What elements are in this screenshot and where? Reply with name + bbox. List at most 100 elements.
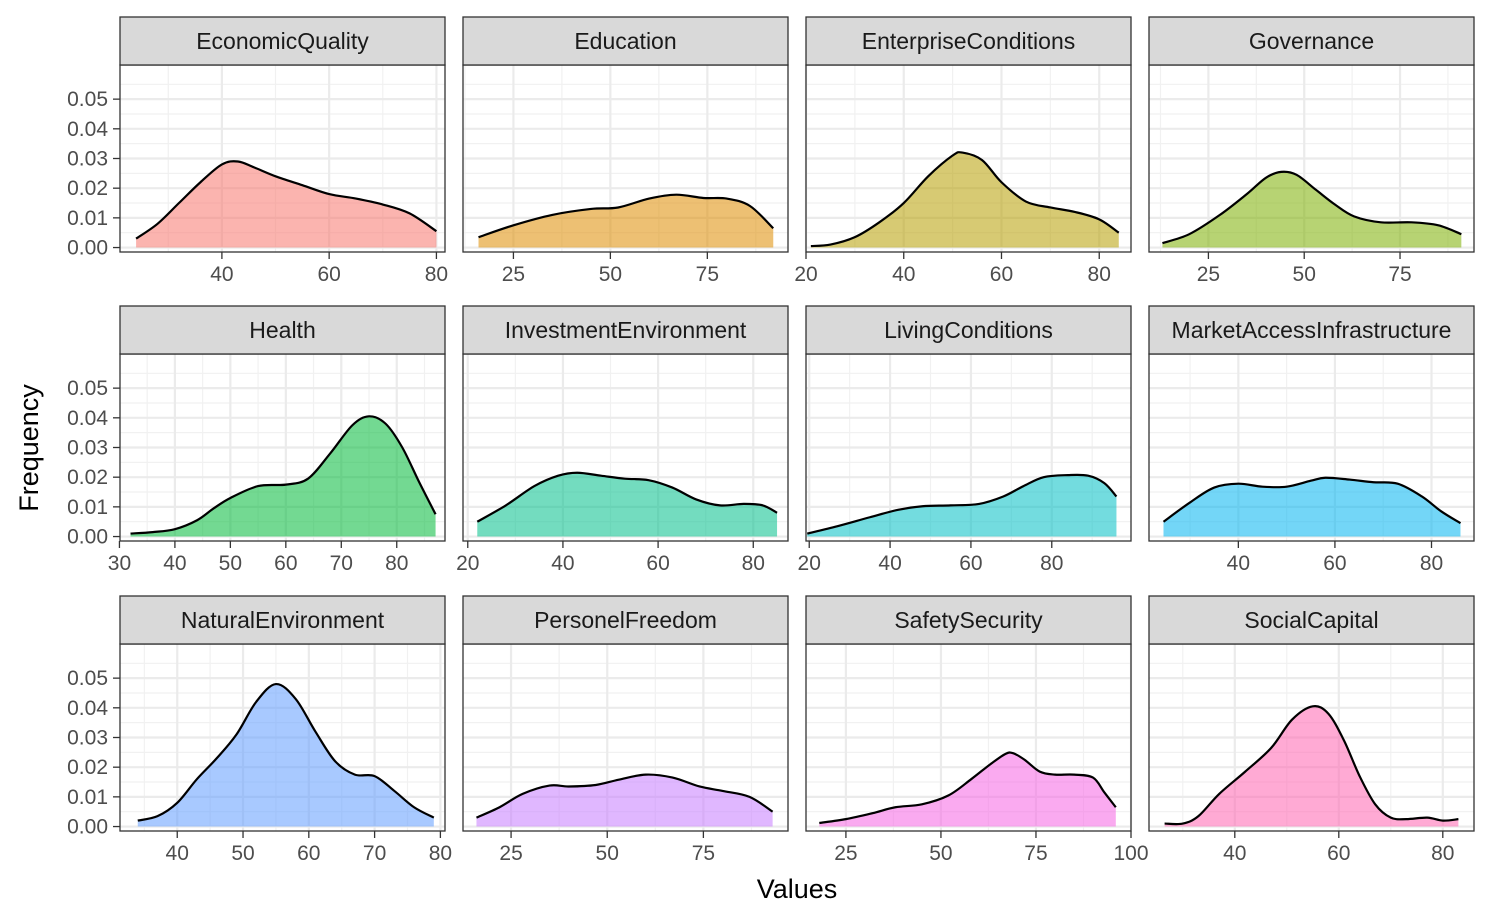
density-line: [137, 682, 435, 822]
density-area: [136, 161, 437, 248]
density-area: [478, 194, 774, 248]
x-tick-label: 20: [456, 552, 479, 575]
density-area: [130, 416, 436, 537]
panel-Governance: Governance 25 50 75: [1148, 16, 1475, 286]
x-tick-label: 80: [1420, 552, 1443, 575]
x-tick-label: 25: [834, 842, 857, 865]
y-tick-label: 0.00: [67, 237, 108, 260]
density-area: [477, 472, 778, 537]
panel-EconomicQuality: EconomicQuality 40 60 80 0.00 0.01 0.02 0.03 0.0…: [67, 16, 448, 286]
strip-label: SafetySecurity: [894, 607, 1043, 633]
x-tick-label: 80: [1431, 842, 1454, 865]
x-tick-label: 20: [794, 263, 817, 286]
density-area: [1163, 477, 1461, 537]
x-tick-label: 100: [1113, 842, 1148, 865]
density-area: [137, 684, 434, 827]
panel-PersonelFreedom: PersonelFreedom 25 50 75: [462, 595, 789, 865]
strip-label: Governance: [1249, 28, 1374, 54]
x-tick-label: 60: [317, 263, 340, 286]
y-tick-label: 0.02: [67, 756, 108, 779]
x-tick-label: 25: [502, 263, 525, 286]
strip-background: [805, 595, 1132, 645]
x-tick-label: 40: [1227, 552, 1250, 575]
x-tick-label: 70: [330, 552, 353, 575]
y-tick-label: 0.04: [67, 697, 108, 720]
y-tick-label: 0.05: [67, 667, 108, 690]
strip-background: [805, 16, 1132, 66]
y-tick-label: 0.01: [67, 786, 108, 809]
x-tick-label: 80: [425, 263, 448, 286]
x-tick-label: 60: [297, 842, 320, 865]
y-tick-label: 0.04: [67, 407, 108, 430]
x-tick-label: 70: [363, 842, 386, 865]
y-tick-label: 0.03: [67, 727, 108, 750]
x-tick-label: 25: [1197, 263, 1220, 286]
panel-EnterpriseConditions: EnterpriseConditions 20 40 60 80: [794, 16, 1132, 286]
x-tick-label: 80: [742, 552, 765, 575]
x-tick-label: 80: [1088, 263, 1111, 286]
x-tick-label: 50: [219, 552, 242, 575]
strip-background: [462, 595, 789, 645]
strip-label: Health: [249, 317, 315, 343]
density-line: [476, 773, 774, 819]
y-tick-label: 0.02: [67, 466, 108, 489]
strip-label: InvestmentEnvironment: [505, 317, 747, 343]
panel-LivingConditions: LivingConditions 20 40 60 80: [798, 305, 1132, 575]
strip-label: PersonelFreedom: [534, 607, 717, 633]
x-tick-label: 20: [798, 552, 821, 575]
x-tick-label: 80: [1040, 552, 1063, 575]
panel-NaturalEnvironment: NaturalEnvironment 40 50 60 70 80 0.00 0.01 0.02…: [67, 595, 452, 865]
strip-background: [1148, 595, 1475, 645]
strip-background: [805, 305, 1132, 355]
x-tick-label: 75: [1388, 263, 1411, 286]
x-tick-label: 40: [166, 842, 189, 865]
panel-Health: Health 30 40 50 60 70 80 0.00 0.01 0.02 0.03 0.04 0.…: [67, 305, 446, 575]
density-line: [1162, 170, 1462, 245]
x-tick-label: 30: [108, 552, 131, 575]
strip-label: Education: [574, 28, 676, 54]
y-tick-label: 0.02: [67, 177, 108, 200]
density-line: [810, 151, 1120, 248]
strip-label: LivingConditions: [884, 317, 1053, 343]
strip-background: [119, 305, 446, 355]
density-area: [1164, 706, 1459, 827]
density-line: [135, 160, 438, 240]
density-line: [130, 415, 437, 535]
strip-background: [119, 16, 446, 66]
strip-background: [1148, 305, 1475, 355]
density-area: [1162, 171, 1462, 248]
strip-label: NaturalEnvironment: [181, 607, 385, 633]
x-tick-label: 50: [231, 842, 254, 865]
x-tick-label: 40: [551, 552, 574, 575]
x-tick-label: 50: [599, 263, 622, 286]
density-line: [1164, 705, 1459, 826]
x-tick-label: 60: [959, 552, 982, 575]
density-line: [478, 193, 775, 239]
strip-background: [462, 16, 789, 66]
x-tick-label: 60: [274, 552, 297, 575]
y-tick-label: 0.00: [67, 816, 108, 839]
x-tick-label: 60: [1323, 552, 1346, 575]
density-area: [476, 774, 773, 827]
y-tick-label: 0.03: [67, 437, 108, 460]
density-line: [476, 471, 778, 523]
x-tick-label: 60: [990, 263, 1013, 286]
strip-label: EnterpriseConditions: [862, 28, 1076, 54]
y-tick-label: 0.00: [67, 526, 108, 549]
y-tick-label: 0.01: [67, 207, 108, 230]
density-line: [819, 751, 1117, 825]
x-tick-label: 40: [210, 263, 233, 286]
strip-background: [119, 595, 446, 645]
panel-SafetySecurity: SafetySecurity 25 50 75 100: [805, 595, 1149, 865]
x-tick-label: 50: [1293, 263, 1316, 286]
y-axis-title: Frequency: [14, 384, 44, 512]
strip-background: [1148, 16, 1475, 66]
x-tick-label: 80: [385, 552, 408, 575]
x-tick-label: 80: [429, 842, 452, 865]
panel-Education: Education 25 50 75: [462, 16, 789, 286]
x-tick-label: 40: [1223, 842, 1246, 865]
density-area: [810, 152, 1119, 248]
y-tick-label: 0.05: [67, 88, 108, 111]
density-line: [806, 473, 1118, 535]
